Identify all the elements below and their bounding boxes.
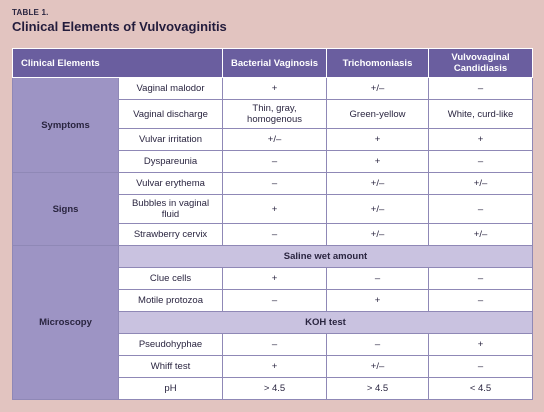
cell-cand: + <box>428 128 534 151</box>
row-label: Vaginal malodor <box>117 77 224 100</box>
table-row: Symptoms Vaginal malodor + +/– – <box>12 77 534 173</box>
cell-cand: – <box>428 194 534 224</box>
row-label: Clue cells <box>117 267 224 290</box>
table-title: Clinical Elements of Vulvovaginitis <box>12 19 227 34</box>
cell-trich: +/– <box>326 355 430 378</box>
group-microscopy: Microscopy <box>12 245 119 400</box>
cell-cand: – <box>428 267 534 290</box>
cell-bv: > 4.5 <box>222 377 328 400</box>
table-row: pH > 4.5 > 4.5 < 4.5 <box>13 377 534 400</box>
cell-bv: + <box>222 267 328 290</box>
cell-bv: + <box>222 194 328 224</box>
header-vulvovaginal-candidiasis: Vulvovaginal Candidiasis <box>428 48 534 78</box>
row-label: Vulvar erythema <box>117 172 224 195</box>
cell-bv: – <box>222 223 328 246</box>
cell-trich: +/– <box>326 77 430 100</box>
cell-cand: White, curd-like <box>428 99 534 129</box>
cell-trich: Green-yellow <box>326 99 430 129</box>
row-label: Vulvar irritation <box>117 128 224 151</box>
cell-bv: Thin, gray, homogenous <box>222 99 328 129</box>
cell-bv: – <box>222 289 328 312</box>
cell-cand: – <box>428 150 534 173</box>
table-row: Strawberry cervix – +/– +/– <box>13 223 534 246</box>
cell-trich: +/– <box>326 194 430 224</box>
cell-trich: + <box>326 289 430 312</box>
table-caption: TABLE 1. Clinical Elements of Vulvovagin… <box>12 8 227 34</box>
table-label: TABLE 1. <box>12 8 49 17</box>
row-label: Bubbles in vaginal fluid <box>117 194 224 224</box>
cell-trich: – <box>326 267 430 290</box>
cell-trich: +/– <box>326 223 430 246</box>
table-row: Vulvar irritation +/– + + <box>13 128 534 151</box>
group-symptoms: Symptoms <box>12 77 119 173</box>
row-label: Whiff test <box>117 355 224 378</box>
cell-cand: – <box>428 289 534 312</box>
group-signs: Signs <box>12 172 119 246</box>
cell-trich: + <box>326 150 430 173</box>
clinical-elements-table: Clinical Elements Bacterial Vaginosis Tr… <box>11 48 534 400</box>
cell-cand: < 4.5 <box>428 377 534 400</box>
cell-bv: – <box>222 333 328 356</box>
subheader-row: KOH test <box>13 311 534 334</box>
cell-cand: – <box>428 77 534 100</box>
cell-bv: – <box>222 150 328 173</box>
subheader-saline: Saline wet amount <box>117 245 534 268</box>
table-row: Clue cells + – – <box>13 267 534 290</box>
table-row: Pseudohyphae – – + <box>13 333 534 356</box>
table-row: Bubbles in vaginal fluid + +/– – <box>13 194 534 224</box>
table-row: Signs Vulvar erythema – +/– +/– <box>12 172 534 246</box>
header-bacterial-vaginosis: Bacterial Vaginosis <box>222 48 328 78</box>
cell-bv: + <box>222 355 328 378</box>
cell-cand: +/– <box>428 172 534 195</box>
row-label: Dyspareunia <box>117 150 224 173</box>
subheader-koh: KOH test <box>117 311 534 334</box>
header-clinical-elements: Clinical Elements <box>11 48 224 78</box>
table-row: Motile protozoa – + – <box>13 289 534 312</box>
cell-cand: +/– <box>428 223 534 246</box>
row-label: Vaginal discharge <box>117 99 224 129</box>
row-label: Motile protozoa <box>117 289 224 312</box>
row-label: Pseudohyphae <box>117 333 224 356</box>
header-row: Clinical Elements Bacterial Vaginosis Tr… <box>11 48 534 78</box>
row-label: pH <box>117 377 224 400</box>
cell-trich: – <box>326 333 430 356</box>
cell-bv: +/– <box>222 128 328 151</box>
cell-cand: + <box>428 333 534 356</box>
table-row: Dyspareunia – + – <box>13 150 534 173</box>
table-row: Vaginal discharge Thin, gray, homogenous… <box>13 99 534 129</box>
cell-bv: – <box>222 172 328 195</box>
cell-trich: +/– <box>326 172 430 195</box>
cell-cand: – <box>428 355 534 378</box>
subheader-row: Microscopy Saline wet amount <box>12 245 534 400</box>
header-trichomoniasis: Trichomoniasis <box>326 48 430 78</box>
cell-bv: + <box>222 77 328 100</box>
cell-trich: > 4.5 <box>326 377 430 400</box>
cell-trich: + <box>326 128 430 151</box>
row-label: Strawberry cervix <box>117 223 224 246</box>
